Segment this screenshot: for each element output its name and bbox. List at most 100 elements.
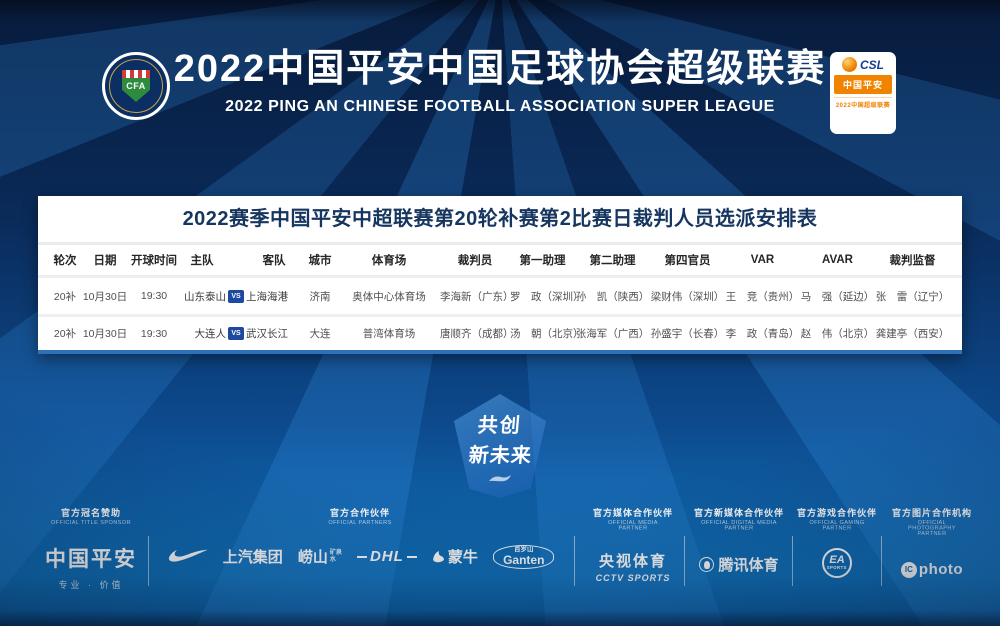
mengniu-logo: 蒙牛 bbox=[432, 546, 478, 567]
whale-icon bbox=[489, 475, 511, 482]
pingan-logo: 中国平安 bbox=[45, 548, 137, 571]
cell-round: 20补 bbox=[53, 328, 77, 340]
cell-ar1: 罗 政（深圳） bbox=[510, 290, 584, 303]
saic-logo: 上汽集团 bbox=[222, 549, 283, 567]
sponsor-label-en: OFFICIAL PHOTOGRAPHY PARTNER bbox=[908, 520, 956, 537]
col-away: 客队 bbox=[262, 255, 286, 267]
cell-avar: 马 强（延边） bbox=[800, 290, 875, 303]
laoshan-subtext: 矿泉水 bbox=[329, 550, 342, 563]
col-round: 轮次 bbox=[53, 255, 77, 267]
csl-logo: CSL 中国平安 2022中国超级联赛 bbox=[830, 52, 896, 134]
dhl-logo: DHL bbox=[356, 548, 417, 565]
cell-home-team: 山东泰山 bbox=[184, 290, 226, 303]
cell-round: 20补 bbox=[53, 290, 77, 303]
sponsor-section-title: 官方冠名赞助 OFFICIAL TITLE SPONSOR 中国平安 专业 · … bbox=[18, 506, 164, 591]
cell-kickoff: 19:30 bbox=[140, 327, 168, 340]
sponsor-divider bbox=[574, 536, 575, 586]
cell-fourth-official: 梁财伟（深圳） bbox=[650, 290, 725, 303]
mengniu-icon bbox=[432, 551, 444, 563]
table-header-row: 轮次 日期 开球时间 主队 客队 城市 体育场 裁判员 第一助理 第二助理 第四… bbox=[38, 242, 962, 278]
col-date: 日期 bbox=[93, 255, 117, 267]
col-home: 主队 bbox=[190, 255, 214, 267]
sponsor-label-cn: 官方合作伙伴 bbox=[329, 508, 390, 518]
sponsor-label-en: OFFICIAL MEDIA PARTNER bbox=[608, 520, 658, 532]
ea-sports-text: SPORTS bbox=[826, 565, 848, 571]
sponsor-label-en: OFFICIAL TITLE SPONSOR bbox=[50, 520, 132, 526]
cell-away-team: 武汉长江 bbox=[246, 328, 288, 340]
cell-var: 王 竞（贵州） bbox=[725, 290, 800, 303]
football-icon bbox=[842, 57, 857, 72]
sponsor-label-cn: 官方游戏合作伙伴 bbox=[796, 508, 877, 518]
col-supervisor: 裁判监督 bbox=[889, 255, 936, 267]
cell-home-team: 大连人 bbox=[194, 328, 227, 340]
cell-city: 济南 bbox=[309, 290, 331, 303]
tencent-sports-text: 腾讯体育 bbox=[718, 557, 779, 574]
cctv-sports-cn: 央视体育 bbox=[598, 553, 667, 570]
sponsor-divider bbox=[881, 536, 882, 586]
table-row: 20补 10月30日 19:30 大连人 VS 武汉长江 大连 普湾体育场 唐顺… bbox=[38, 314, 962, 350]
sponsor-section-media: 官方媒体合作伙伴 OFFICIAL MEDIA PARTNER 央视体育 CCT… bbox=[585, 506, 681, 583]
slogan-line2: 新未来 bbox=[467, 445, 533, 467]
pingan-tagline: 专业 · 价值 bbox=[58, 580, 124, 590]
referee-assignment-card: 2022赛季中国平安中超联赛第20轮补赛第2比赛日裁判人员选派安排表 轮次 日期… bbox=[38, 196, 962, 354]
csl-pingan-band: 中国平安 bbox=[834, 75, 892, 94]
cell-referee: 唐顺齐（成都） bbox=[440, 328, 514, 340]
col-ar2: 第二助理 bbox=[589, 255, 636, 267]
cctv-sports-en: CCTV SPORTS bbox=[595, 573, 671, 583]
vs-badge: VS bbox=[228, 327, 244, 340]
sponsor-label-en: OFFICIAL PARTNERS bbox=[328, 520, 392, 526]
cell-fourth-official: 孙盛宇（长春） bbox=[650, 328, 725, 340]
ganten-en: Ganten bbox=[503, 552, 545, 567]
mengniu-text: 蒙牛 bbox=[447, 549, 478, 567]
sponsor-label-en: OFFICIAL GAMING PARTNER bbox=[809, 520, 865, 532]
csl-abbr: CSL bbox=[860, 57, 884, 72]
col-fourth-official: 第四官员 bbox=[664, 255, 711, 267]
sponsor-label-cn: 官方图片合作机构 bbox=[891, 508, 972, 518]
dhl-line-left bbox=[356, 555, 367, 558]
cell-date: 10月30日 bbox=[82, 290, 128, 303]
penguin-icon bbox=[699, 557, 715, 572]
sponsor-divider bbox=[684, 536, 685, 586]
sponsor-divider bbox=[792, 536, 793, 586]
table-title: 2022赛季中国平安中超联赛第20轮补赛第2比赛日裁判人员选派安排表 bbox=[182, 208, 818, 230]
cell-ar1: 汤 朝（北京） bbox=[510, 328, 584, 340]
cell-city: 大连 bbox=[309, 328, 331, 340]
laoshan-logo: 崂山 矿泉水 bbox=[298, 546, 342, 567]
cell-referee: 李海新（广东） bbox=[440, 290, 514, 303]
sponsor-label-cn: 官方新媒体合作伙伴 bbox=[693, 508, 784, 518]
icphoto-logo: IC photo bbox=[884, 561, 980, 578]
ea-text: EA bbox=[829, 554, 845, 566]
cell-away-team: 上海海港 bbox=[246, 290, 288, 303]
ganten-logo: 百岁山 Ganten bbox=[493, 545, 555, 569]
col-referee: 裁判员 bbox=[457, 255, 493, 267]
slogan-line1: 共创 bbox=[476, 415, 523, 437]
cell-stadium: 普湾体育场 bbox=[362, 328, 416, 340]
cell-avar: 赵 伟（北京） bbox=[800, 328, 875, 340]
sponsor-divider bbox=[148, 536, 149, 586]
sponsor-section-digital-media: 官方新媒体合作伙伴 OFFICIAL DIGITAL MEDIA PARTNER… bbox=[688, 506, 790, 575]
cell-stadium: 奥体中心体育场 bbox=[352, 290, 426, 303]
cell-kickoff: 19:30 bbox=[140, 290, 168, 302]
tencent-sports-logo: 腾讯体育 bbox=[688, 554, 790, 575]
ea-sports-logo: EA SPORTS bbox=[822, 548, 852, 578]
csl-league-text: 2022中国超级联赛 bbox=[834, 97, 892, 109]
table-row: 20补 10月30日 19:30 山东泰山 VS 上海海港 济南 奥体中心体育场… bbox=[38, 278, 962, 314]
cell-var: 李 政（青岛） bbox=[725, 328, 800, 340]
sponsor-label-cn: 官方媒体合作伙伴 bbox=[592, 508, 673, 518]
col-avar: AVAR bbox=[822, 254, 853, 266]
col-var: VAR bbox=[750, 254, 775, 266]
col-kickoff: 开球时间 bbox=[131, 255, 177, 267]
ic-circle-icon: IC bbox=[900, 561, 917, 578]
sponsor-section-partners: 官方合作伙伴 OFFICIAL PARTNERS 上汽集团 崂山 矿泉水 DHL… bbox=[158, 506, 562, 569]
cell-ar2: 张海军（广西） bbox=[575, 328, 650, 340]
sponsor-label-cn: 官方冠名赞助 bbox=[60, 508, 121, 518]
col-ar1: 第一助理 bbox=[519, 255, 566, 267]
vs-badge: VS bbox=[228, 289, 244, 303]
sponsor-section-gaming: 官方游戏合作伙伴 OFFICIAL GAMING PARTNER EA SPOR… bbox=[795, 506, 879, 578]
col-stadium: 体育场 bbox=[371, 255, 407, 267]
sponsor-label-en: OFFICIAL DIGITAL MEDIA PARTNER bbox=[701, 520, 777, 532]
icphoto-text: photo bbox=[918, 561, 964, 578]
sponsor-section-photo: 官方图片合作机构 OFFICIAL PHOTOGRAPHY PARTNER IC… bbox=[884, 506, 980, 578]
dhl-line-right bbox=[406, 555, 417, 558]
